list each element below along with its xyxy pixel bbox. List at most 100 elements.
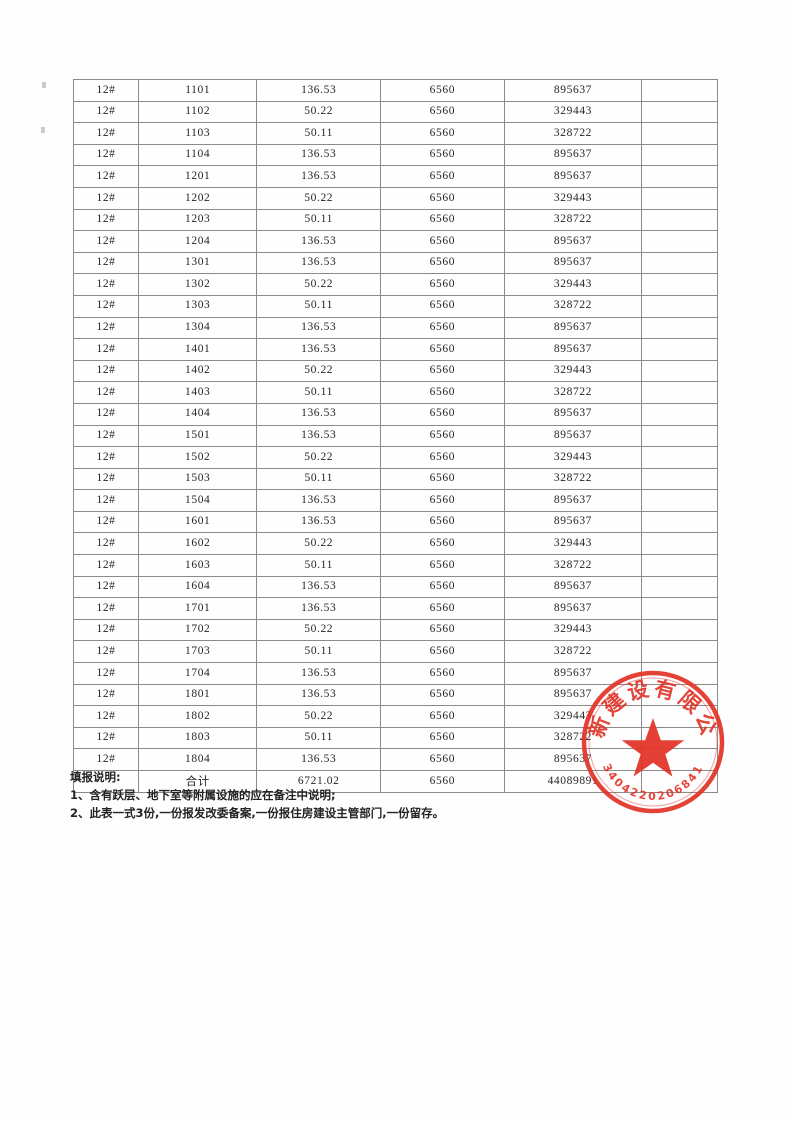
cell-amount: 328722 bbox=[503, 726, 643, 750]
cell-price: 6560 bbox=[380, 640, 505, 664]
cell-amount: 328722 bbox=[503, 640, 643, 664]
cell-price: 6560 bbox=[380, 359, 505, 383]
table-row: 12# 1502 50.22 6560 329443 bbox=[72, 446, 718, 469]
cell-building: 12# bbox=[72, 143, 140, 167]
cell-remark bbox=[641, 554, 718, 577]
cell-amount: 329443 bbox=[503, 618, 643, 642]
cell-amount: 895637 bbox=[503, 316, 643, 340]
cell-remark bbox=[641, 208, 718, 232]
cell-remark bbox=[641, 100, 718, 124]
cell-price: 6560 bbox=[380, 143, 505, 167]
cell-remark bbox=[641, 186, 718, 210]
cell-amount: 895637 bbox=[503, 748, 643, 771]
table-row: 12# 1303 50.11 6560 328722 bbox=[72, 294, 718, 318]
cell-price: 6560 bbox=[380, 770, 505, 793]
cell-amount: 895637 bbox=[503, 79, 643, 102]
cell-amount: 328722 bbox=[503, 122, 643, 145]
cell-area: 136.53 bbox=[256, 251, 382, 275]
cell-unit: 1602 bbox=[138, 532, 258, 556]
cell-unit: 1502 bbox=[138, 446, 258, 469]
cell-building: 12# bbox=[72, 554, 140, 577]
cell-unit: 1604 bbox=[138, 575, 258, 599]
cell-amount: 328722 bbox=[503, 381, 643, 404]
cell-remark bbox=[641, 662, 718, 685]
cell-remark bbox=[641, 316, 718, 340]
cell-area: 136.53 bbox=[256, 165, 382, 188]
cell-remark bbox=[641, 510, 718, 534]
cell-building: 12# bbox=[72, 467, 140, 491]
cell-building: 12# bbox=[72, 208, 140, 232]
cell-remark bbox=[641, 402, 718, 426]
table-row: 12# 1202 50.22 6560 329443 bbox=[72, 186, 718, 210]
cell-building: 12# bbox=[72, 381, 140, 404]
cell-area: 50.22 bbox=[256, 273, 382, 296]
cell-unit: 1402 bbox=[138, 359, 258, 383]
cell-unit: 1501 bbox=[138, 424, 258, 448]
cell-building: 12# bbox=[72, 338, 140, 361]
cell-building: 12# bbox=[72, 640, 140, 664]
cell-area: 50.11 bbox=[256, 640, 382, 664]
cell-unit: 1801 bbox=[138, 683, 258, 707]
cell-building: 12# bbox=[72, 273, 140, 296]
cell-price: 6560 bbox=[380, 467, 505, 491]
cell-area: 50.22 bbox=[256, 186, 382, 210]
cell-building: 12# bbox=[72, 122, 140, 145]
cell-unit: 1204 bbox=[138, 230, 258, 253]
cell-amount: 895637 bbox=[503, 597, 643, 620]
table-row: 12# 1801 136.53 6560 895637 bbox=[72, 683, 718, 707]
cell-area: 50.22 bbox=[256, 446, 382, 469]
cell-area: 50.11 bbox=[256, 294, 382, 318]
table-row: 12# 1802 50.22 6560 329443 bbox=[72, 705, 718, 728]
cell-building: 12# bbox=[72, 726, 140, 750]
cell-unit: 1104 bbox=[138, 143, 258, 167]
cell-remark bbox=[641, 122, 718, 145]
cell-remark bbox=[641, 489, 718, 512]
cell-amount: 895637 bbox=[503, 489, 643, 512]
cell-unit: 1703 bbox=[138, 640, 258, 664]
cell-area: 50.11 bbox=[256, 467, 382, 491]
table-row: 12# 1804 136.53 6560 895637 bbox=[72, 748, 718, 771]
cell-area: 136.53 bbox=[256, 489, 382, 512]
table-row: 12# 1704 136.53 6560 895637 bbox=[72, 662, 718, 685]
cell-building: 12# bbox=[72, 489, 140, 512]
cell-price: 6560 bbox=[380, 294, 505, 318]
cell-area: 136.53 bbox=[256, 575, 382, 599]
table-row: 12# 1601 136.53 6560 895637 bbox=[72, 510, 718, 534]
cell-remark bbox=[641, 446, 718, 469]
cell-amount: 329443 bbox=[503, 359, 643, 383]
table-row: 12# 1203 50.11 6560 328722 bbox=[72, 208, 718, 232]
cell-price: 6560 bbox=[380, 575, 505, 599]
cell-amount: 329443 bbox=[503, 273, 643, 296]
cell-building: 12# bbox=[72, 510, 140, 534]
notes-line-1: 1、含有跃层、地下室等附属设施的应在备注中说明; bbox=[70, 787, 336, 802]
table-row: 12# 1104 136.53 6560 895637 bbox=[72, 143, 718, 167]
table-row: 12# 1201 136.53 6560 895637 bbox=[72, 165, 718, 188]
cell-amount: 895637 bbox=[503, 230, 643, 253]
cell-unit: 1304 bbox=[138, 316, 258, 340]
cell-amount: 329443 bbox=[503, 446, 643, 469]
cell-building: 12# bbox=[72, 705, 140, 728]
cell-unit: 1803 bbox=[138, 726, 258, 750]
cell-building: 12# bbox=[72, 597, 140, 620]
table-row: 12# 1501 136.53 6560 895637 bbox=[72, 424, 718, 448]
notes-line-2: 2、此表一式3份,一份报发改委备案,一份报住房建设主管部门,一份留存。 bbox=[70, 805, 445, 820]
cell-amount: 895637 bbox=[503, 251, 643, 275]
cell-price: 6560 bbox=[380, 402, 505, 426]
cell-building: 12# bbox=[72, 618, 140, 642]
table-row: 12# 1404 136.53 6560 895637 bbox=[72, 402, 718, 426]
table-row: 12# 1604 136.53 6560 895637 bbox=[72, 575, 718, 599]
cell-price: 6560 bbox=[380, 165, 505, 188]
cell-amount: 895637 bbox=[503, 575, 643, 599]
cell-unit: 1701 bbox=[138, 597, 258, 620]
cell-area: 136.53 bbox=[256, 662, 382, 685]
cell-area: 136.53 bbox=[256, 402, 382, 426]
table-row: 12# 1503 50.11 6560 328722 bbox=[72, 467, 718, 491]
table-row: 12# 1304 136.53 6560 895637 bbox=[72, 316, 718, 340]
cell-price: 6560 bbox=[380, 100, 505, 124]
cell-building: 12# bbox=[72, 748, 140, 771]
cell-amount: 895637 bbox=[503, 683, 643, 707]
cell-area: 136.53 bbox=[256, 338, 382, 361]
table-row: 12# 1101 136.53 6560 895637 bbox=[72, 79, 718, 102]
table-row: 12# 1401 136.53 6560 895637 bbox=[72, 338, 718, 361]
